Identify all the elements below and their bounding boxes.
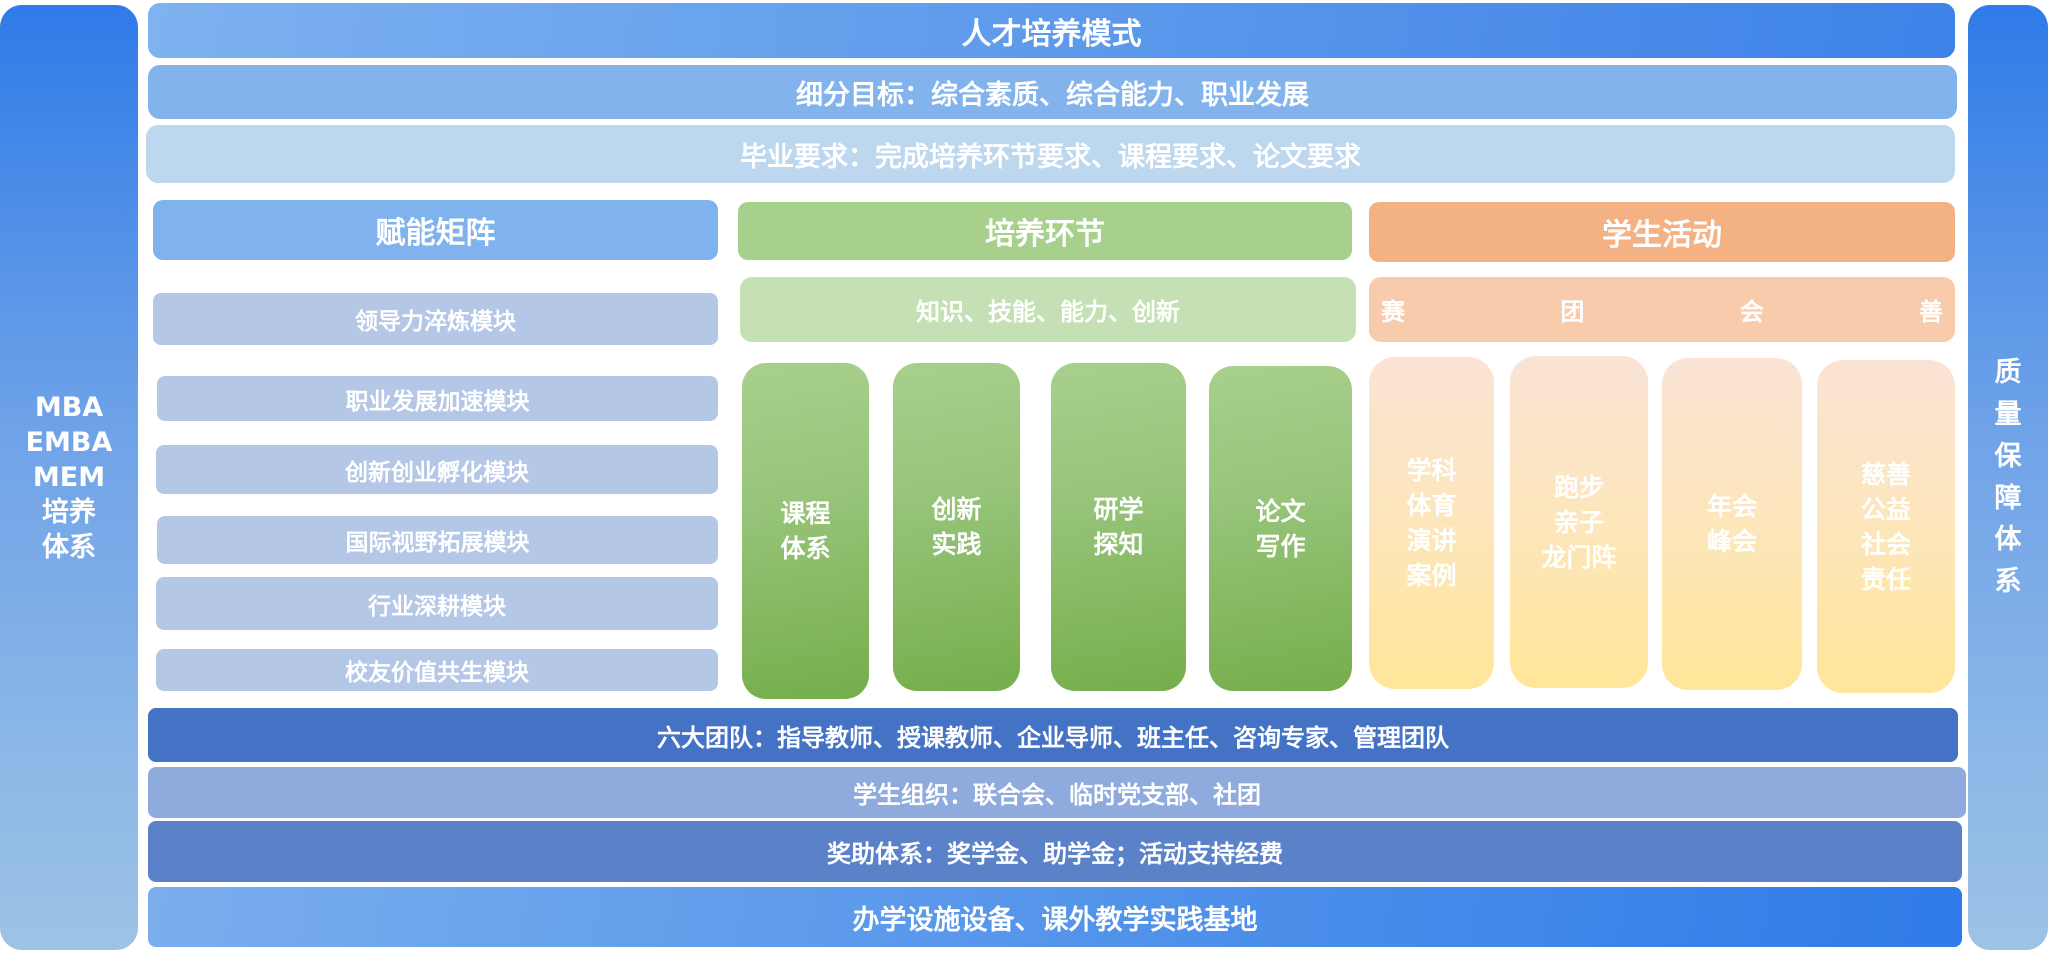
title-row: 人才培养模式 [148, 3, 1955, 58]
col-line: 案例 [1406, 561, 1457, 590]
training-column: 研学 探知 [1051, 363, 1186, 691]
side-line: MBA [34, 391, 104, 423]
module-item: 行业深耕模块 [156, 577, 718, 630]
right-side-bar: 质 量 保 障 体 系 [1968, 5, 2048, 950]
col-line: 亲子 [1553, 507, 1604, 537]
module-item: 领导力淬炼模块 [153, 293, 718, 345]
sub-item: 赛 [1381, 298, 1405, 326]
col-line: 慈善 [1860, 459, 1911, 489]
module-item: 职业发展加速模块 [157, 376, 718, 421]
col-line: 研学 [1093, 495, 1144, 524]
col-line: 峰会 [1706, 527, 1757, 556]
module-item: 国际视野拓展模块 [157, 516, 718, 564]
goals-row: 细分目标：综合素质、综合能力、职业发展 [148, 65, 1957, 119]
col-line: 体系 [780, 534, 831, 563]
col-line: 责任 [1860, 564, 1911, 594]
col-line: 体育 [1406, 491, 1457, 520]
module-item: 校友价值共生模块 [156, 649, 718, 691]
side-char: 质 [1994, 356, 2022, 388]
facilities-row: 办学设施设备、课外教学实践基地 [148, 887, 1962, 947]
col-line: 实践 [931, 530, 982, 559]
side-char: 障 [1994, 482, 2022, 514]
teams-row: 六大团队：指导教师、授课教师、企业导师、班主任、咨询专家、管理团队 [148, 708, 1958, 762]
side-line: EMBA [25, 426, 113, 458]
left-side-bar: MBA EMBA MEM 培养 体系 [0, 5, 138, 950]
training-column: 论文 写作 [1209, 366, 1352, 691]
activities-sub: 赛 团 会 善 [1369, 277, 1955, 342]
graduation-row: 毕业要求：完成培养环节要求、课程要求、论文要求 [146, 125, 1955, 183]
training-column: 创新 实践 [893, 363, 1020, 691]
side-char: 保 [1994, 440, 2022, 472]
activities-header: 学生活动 [1369, 202, 1955, 262]
col-line: 创新 [931, 495, 982, 524]
activity-column: 学科 体育 演讲 案例 [1369, 357, 1494, 689]
col-line: 社会 [1860, 529, 1911, 559]
activity-column: 年会 峰会 [1662, 358, 1802, 690]
module-item: 创新创业孵化模块 [156, 445, 718, 494]
col-line: 探知 [1093, 530, 1144, 559]
col-line: 论文 [1255, 496, 1306, 526]
side-char: 系 [1994, 566, 2022, 598]
training-sub: 知识、技能、能力、创新 [740, 277, 1356, 342]
sub-item: 会 [1739, 298, 1764, 326]
side-char: 量 [1994, 398, 2022, 430]
side-line: 培养 [42, 497, 96, 529]
col-line: 学科 [1406, 456, 1457, 485]
sub-item: 团 [1560, 298, 1585, 326]
activity-column: 慈善 公益 社会 责任 [1817, 360, 1955, 693]
col-line: 写作 [1255, 531, 1306, 561]
col-line: 公益 [1860, 494, 1911, 524]
col-line: 跑步 [1553, 472, 1604, 502]
side-char: 体 [1994, 524, 2022, 556]
side-line: 体系 [42, 532, 96, 564]
orgs-row: 学生组织：联合会、临时党支部、社团 [148, 767, 1966, 818]
side-line: MEM [32, 461, 106, 493]
col-line: 年会 [1706, 492, 1757, 521]
funding-row: 奖助体系：奖学金、助学金；活动支持经费 [148, 821, 1962, 882]
sub-item: 善 [1918, 298, 1943, 326]
col-line: 演讲 [1406, 526, 1457, 555]
training-header: 培养环节 [738, 202, 1352, 260]
training-column: 课程 体系 [742, 363, 869, 699]
col-line: 课程 [780, 499, 831, 528]
col-line: 龙门阵 [1541, 542, 1617, 572]
activity-column: 跑步 亲子 龙门阵 [1510, 356, 1648, 688]
empower-header: 赋能矩阵 [153, 200, 718, 260]
